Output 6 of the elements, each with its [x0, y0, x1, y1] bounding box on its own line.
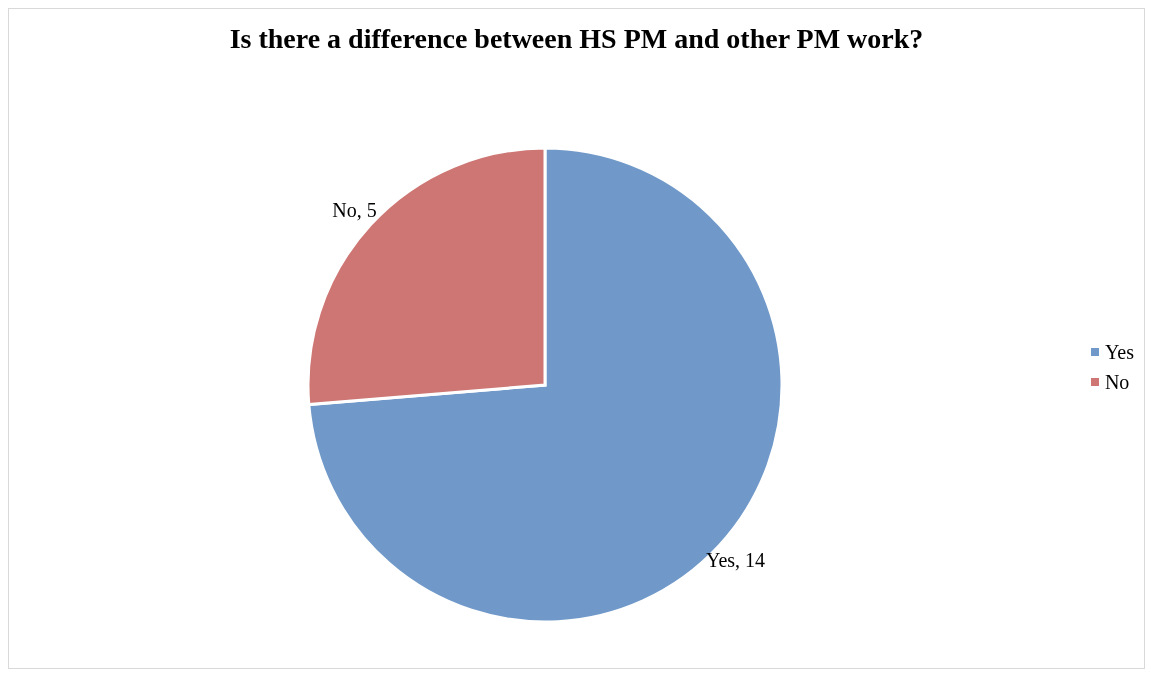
legend-label: Yes	[1104, 340, 1134, 364]
legend-label: No	[1104, 370, 1130, 394]
chart-title: Is there a difference between HS PM and other PM work?	[228, 23, 925, 55]
data-label: Yes, 14	[706, 549, 766, 572]
data-label: No, 5	[332, 198, 377, 221]
pie-slice	[307, 146, 784, 624]
